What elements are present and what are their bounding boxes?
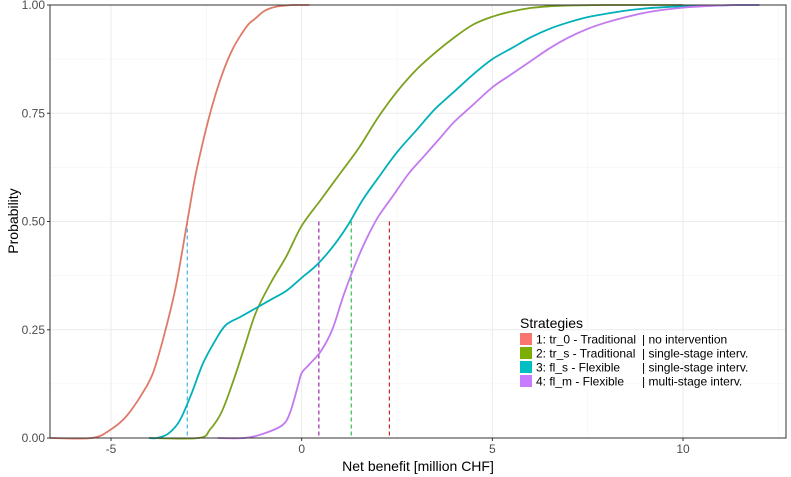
legend-title: Strategies <box>520 315 583 331</box>
legend-entries: 1: tr_0 - Traditional | no intervention 2:… <box>520 333 748 389</box>
y-tick-label: 0.75 <box>22 106 46 120</box>
x-tick-label: 5 <box>489 442 496 456</box>
series-lines <box>49 4 760 440</box>
legend-label: 2: tr_s - Traditional <box>536 347 635 361</box>
x-axis: -5 0 5 10 <box>106 438 690 456</box>
legend-desc: | single-stage interv. <box>642 361 748 375</box>
x-tick-label: 0 <box>298 442 305 456</box>
x-tick-label: -5 <box>106 442 117 456</box>
legend-desc: | multi-stage interv. <box>642 375 742 389</box>
y-tick-label: 0.50 <box>22 215 46 229</box>
y-tick-label: 1.00 <box>22 0 46 12</box>
legend: Strategies 1: tr_0 - Traditional | no int… <box>520 315 748 389</box>
y-axis-title: Probability <box>5 188 21 253</box>
y-tick-label: 0.25 <box>22 323 46 337</box>
series-line-tr_0 <box>49 4 310 440</box>
legend-key <box>520 333 532 345</box>
series-line-fl_m <box>217 4 760 440</box>
y-tick-label: 0.00 <box>22 431 46 445</box>
legend-label: 4: fl_m - Flexible <box>536 375 624 389</box>
x-axis-title: Net benefit [million CHF] <box>342 458 494 474</box>
y-axis: 0.00 0.25 0.50 0.75 1.00 <box>22 0 50 445</box>
x-tick-label: 10 <box>676 442 690 456</box>
legend-desc: | single-stage interv. <box>642 347 748 361</box>
major-gridlines <box>50 4 786 439</box>
legend-key <box>520 361 532 373</box>
legend-key <box>520 375 532 387</box>
legend-key <box>520 347 532 359</box>
legend-desc: | no intervention <box>642 333 727 347</box>
series-line-fl_s <box>149 4 760 440</box>
legend-label: 3: fl_s - Flexible <box>536 361 620 375</box>
median-lines <box>186 221 390 438</box>
legend-label: 1: tr_0 - Traditional <box>536 333 636 347</box>
series-line-tr_s <box>149 4 684 440</box>
